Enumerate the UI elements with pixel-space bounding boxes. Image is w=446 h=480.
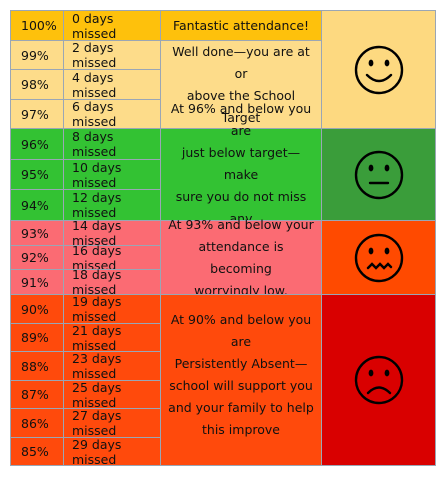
days-missed-cell: 21 days missed [63,323,161,353]
percent-cell: 94% [10,189,64,221]
days-missed-cell: 23 days missed [63,351,161,381]
percent-cell: 100% [10,10,64,41]
face-cell [321,220,436,295]
days-missed-cell: 25 days missed [63,380,161,410]
percent-cell: 92% [10,245,64,270]
percent-cell: 89% [10,323,64,352]
days-missed-cell: 19 days missed [63,294,161,324]
attendance-chart: 100% 0 days missed Fantastic attendance! 99… [10,10,436,467]
days-missed-cell: 27 days missed [63,408,161,438]
band-message: Well done—you are at or above the School… [160,40,322,129]
percent-cell: 99% [10,40,64,70]
days-missed-cell: 4 days missed [63,69,161,100]
percent-cell: 93% [10,220,64,246]
percent-cell: 98% [10,69,64,100]
band-message: At 96% and below you are just below targ… [160,101,322,248]
percent-cell: 96% [10,128,64,160]
days-missed-cell: 18 days missed [63,267,161,297]
days-missed-cell: 29 days missed [63,437,161,467]
days-missed-cell: 8 days missed [63,128,161,160]
face-cell [321,10,436,129]
band-message: Fantastic attendance! [160,10,322,41]
days-missed-cell: 2 days missed [63,40,161,70]
percent-cell: 97% [10,99,64,129]
worried-face-icon [354,233,403,282]
smile-face-icon [354,45,403,94]
face-cell [321,128,436,221]
days-missed-cell: 6 days missed [63,99,161,129]
percent-cell: 87% [10,380,64,409]
days-missed-cell: 14 days missed [63,218,161,248]
days-missed-cell: 16 days missed [63,243,161,273]
percent-cell: 90% [10,294,64,324]
days-missed-cell: 10 days missed [63,159,161,190]
percent-cell: 91% [10,269,64,295]
neutral-face-icon [354,150,403,199]
days-missed-cell: 0 days missed [63,10,161,41]
band-message: At 90% and below you are Persistently Ab… [160,294,322,466]
days-missed-cell: 12 days missed [63,189,161,221]
band-message: At 93% and below your attendance is beco… [160,217,322,298]
percent-cell: 95% [10,159,64,190]
face-cell [321,294,436,466]
percent-cell: 86% [10,408,64,438]
percent-cell: 88% [10,351,64,381]
percent-cell: 85% [10,437,64,466]
sad-face-icon [354,355,403,405]
